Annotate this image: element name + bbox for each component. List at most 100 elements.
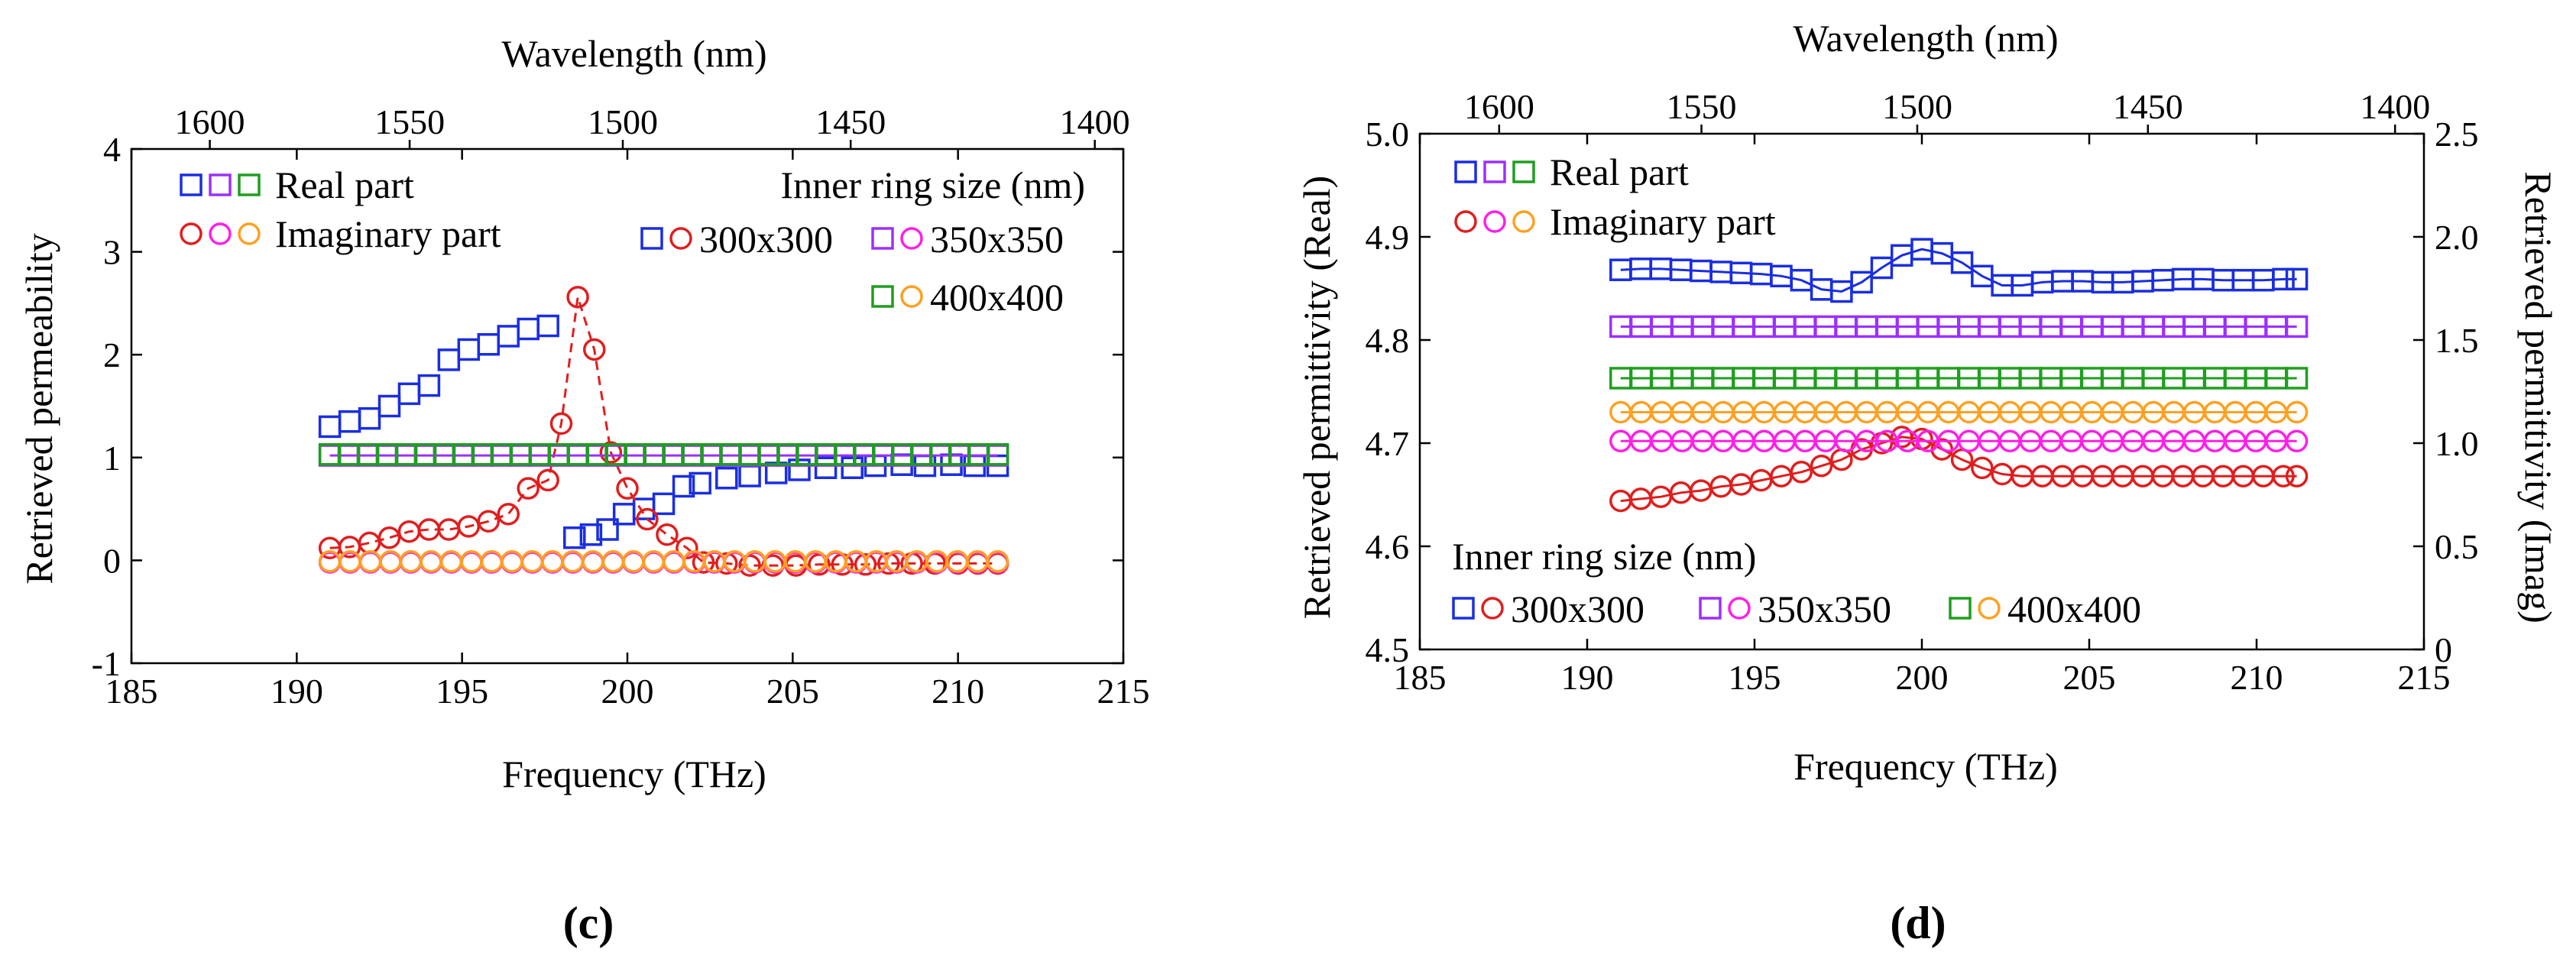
panel-c-series-300x300-real-point [788,458,811,481]
panel-d-legend-imag-marker [1454,210,1477,233]
panel-d-ytick-label: 4.5 [1366,630,1410,669]
panel-c-series-300x300-imag-point [517,477,540,500]
panel-d-x2tick-label: 1500 [1882,87,1952,126]
panel-c-legend-real-marker [209,173,232,196]
panel-d-y2tick-label: 2.0 [2435,218,2479,257]
panel-c-legend-400-ci [900,285,923,308]
panel-c-xtick-label: 210 [932,672,984,711]
panel-c-ytick-label: 2 [103,335,121,374]
panel-c-xtick-label: 185 [105,672,158,711]
panel-d-xtick-label: 215 [2398,658,2451,697]
panel-c-series-400x400-imag-point [399,549,423,573]
panel-c-legend-300: 300x300 [699,218,833,261]
panel-d-ytick-label: 4.6 [1366,527,1410,566]
panel-c-series-400x400-imag-point [561,549,585,573]
panel-c-series-300x300-imag-point [599,441,623,464]
panel-d-series-350x350-imag [1609,429,2309,453]
panel-c-series-300x300-real-point [596,518,619,541]
panel-c-series-300x300-real-point [457,338,481,361]
panel-c-series-400x400-imag-point [582,549,604,573]
panel-c-series-400x400-imag-point [358,549,382,573]
panel-c-legend-300-sq [640,227,663,250]
panel-d-series-350x350-real-point [2285,315,2309,338]
panel-c-series-400x400-imag-point [744,549,766,573]
panel-d-legend-imag-marker [1512,210,1535,233]
panel-c-series-300x300-imag [318,286,1009,577]
panel-d-series-300x300-real-line [1620,248,2297,293]
panel-d-series-300x300-imag-point [1810,454,1833,478]
panel-c-series-400x400-imag-point [642,549,666,573]
panel-c-series-300x300-imag-point [566,286,589,309]
panel-d-series-300x300-real-point [1950,251,1974,274]
panel-c-series-400x400-imag-point [663,549,685,573]
panel-d-legend-imag: Imaginary part [1550,200,1776,243]
panel-d-legend-imag-marker [1483,210,1506,233]
panel-d-y2tick-label: 0 [2435,630,2452,669]
panel-c-xlabel: Frequency (THz) [502,753,766,795]
panel-c-ytick-label: -1 [92,644,121,683]
panel-c-xtick-label: 215 [1097,672,1150,711]
panel-c-series-300x300-imag-point [377,526,401,549]
panel-c-x2tick-label: 1550 [374,102,445,141]
panel-c-x2tick-label: 1600 [175,102,245,141]
panel-c-ytick-label: 1 [103,439,121,478]
panel-d-xtick-label: 195 [1729,658,1781,697]
panel-d-x2tick-label: 1450 [2113,87,2183,126]
panel-d-legend: Real part Imaginary part Inner ring size (… [1452,151,2141,630]
panel-d-x2tick-label: 1550 [1667,87,1737,126]
panel-c-series-300x300-real-point [672,474,695,498]
panel-c-series-300x300-real-point [841,456,864,480]
panel-c-series-400x400-imag-point [986,549,1009,573]
panel-c-series-400x400-imag-point [601,549,625,573]
panel-d-series-350x350-imag-point [2285,429,2309,453]
panel-c-series-300x300-real-point [497,325,520,348]
panel-d-legend-300: 300x300 [1511,588,1644,630]
panel-d-legend-350: 350x350 [1758,588,1891,630]
panel-d-xtick-label: 185 [1394,658,1447,697]
panel-c-series-400x400-imag-point [318,549,342,573]
panel-d-legend-real: Real part [1550,151,1689,193]
panel-d-legend-size-title: Inner ring size (nm) [1452,535,1756,578]
panel-c-series-300x300-real-point [652,492,676,516]
panel-c-series-400x400-imag-point [541,549,564,573]
panel-c-legend-real-marker [238,173,261,196]
panel-c-legend-400-sq [871,285,894,308]
panel-c-x2tick-label: 1450 [815,102,886,141]
panel-c-series-300x300-real-point [764,461,788,484]
panel-c-series-400x400-imag [318,549,1009,573]
panel-c-series-300x300-real-point [738,465,761,487]
panel-d-series-300x300-imag-line [1620,436,2297,503]
panel-d-series-300x300-imag-point [2272,465,2295,487]
panel-d-y2label: Retrieved permittivity (Imag) [2517,171,2560,623]
panel-c-series-400x400-imag-point [339,549,361,573]
panel-c-series-300x300-real-point [579,523,603,546]
panel-d-legend-real-marker [1512,160,1535,183]
panel-c-ytick-label: 4 [103,130,121,169]
panel-d-legend-350-sq [1699,597,1722,620]
panel-d-series-300x300-imag-point [1971,456,1994,480]
panel-c-series-300x300-imag-point [656,523,679,546]
panel-c-series-300x300-real-point [715,466,738,490]
panel-c-series-400x400-imag-point [501,549,523,573]
panel-c-series-300x300-real-point [536,314,559,338]
panel-c-legend-imag: Imaginary part [275,212,501,255]
panel-c-xtick-label: 195 [436,672,488,711]
panel-c-label: (c) [563,898,614,948]
panel-d-legend-real-marker [1454,160,1477,183]
panel-c-legend-real: Real part [275,164,414,206]
chart-panel-c: Wavelength (nm) Frequency (THz) Retrieve… [18,32,1150,948]
panel-c-series-400x400-imag-point [379,549,402,573]
panel-c-series-300x300-real-point [417,374,441,397]
panel-c-series-300x300-real [318,314,1009,549]
panel-c-legend-real-marker [180,173,203,196]
panel-c-legend-size-title: Inner ring size (nm) [781,164,1085,206]
panel-d-series-400x400-real [1609,367,2309,390]
panel-d-series-350x350-real [1609,315,2309,338]
panel-d-series-300x300-real-point [2285,267,2309,291]
panel-d-series-300x300-real-point [1850,270,1873,294]
panel-c-legend: Real part Imaginary part Inner ring size (… [180,164,1085,319]
panel-c-series-300x300-imag-point [358,531,381,555]
panel-d-y2tick-label: 1.0 [2435,424,2479,463]
panel-c-series-300x300-real-point [318,415,342,439]
